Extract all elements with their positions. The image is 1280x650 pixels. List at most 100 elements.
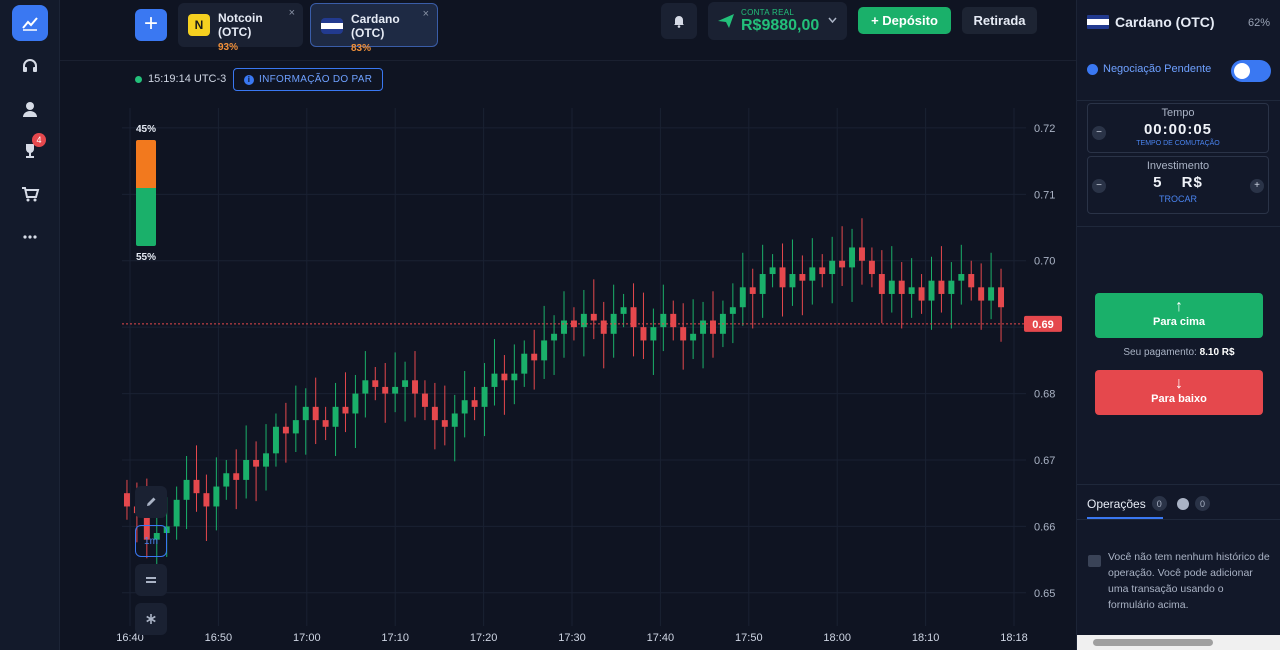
- pair-info-button[interactable]: i INFORMAÇÃO DO PAR: [233, 68, 384, 91]
- candle-body: [988, 287, 995, 301]
- candle-body: [272, 426, 279, 454]
- withdraw-button[interactable]: Retirada: [962, 7, 1037, 34]
- time-minus-button[interactable]: −: [1092, 126, 1106, 140]
- candle-body: [908, 287, 915, 294]
- timeframe-button[interactable]: 1m: [135, 525, 167, 557]
- x-tick-label: 17:50: [735, 632, 763, 644]
- y-tick-label: 0.72: [1034, 123, 1055, 135]
- y-tick-label: 0.67: [1034, 455, 1055, 467]
- x-tick-label: 18:00: [823, 632, 851, 644]
- sentiment-up-fill: [136, 140, 156, 188]
- account-balance: R$9880,00: [741, 17, 820, 34]
- sentiment-up-pct: 45%: [135, 124, 156, 135]
- equals-icon: [146, 577, 156, 583]
- candle-body: [700, 320, 707, 334]
- candle-body: [630, 307, 637, 328]
- support-nav-button[interactable]: [12, 48, 48, 84]
- y-tick-label: 0.70: [1034, 256, 1055, 268]
- shop-nav-button[interactable]: [12, 176, 48, 212]
- candle-body: [471, 400, 478, 407]
- tab-cardano[interactable]: Cardano (OTC) 83% ×: [310, 3, 438, 54]
- trader-sentiment: 45% 55%: [135, 124, 157, 263]
- candle-body: [511, 373, 518, 381]
- x-tick-label: 17:00: [293, 632, 321, 644]
- divider: [1077, 100, 1280, 101]
- pending-trade-toggle[interactable]: [1231, 60, 1271, 82]
- indicators-button[interactable]: [135, 603, 167, 635]
- achievements-nav-button[interactable]: 4: [12, 133, 48, 169]
- candle-body: [690, 333, 697, 341]
- empty-history-message: Você não tem nenhum histórico de operaçã…: [1108, 551, 1270, 611]
- time-value[interactable]: 00:00:05: [1143, 121, 1213, 138]
- candle-body: [779, 267, 786, 288]
- tab-payout: 83%: [351, 43, 372, 54]
- candle-body: [789, 274, 796, 288]
- horizontal-scrollbar[interactable]: [1077, 635, 1280, 650]
- tab-payout: 93%: [218, 42, 239, 53]
- investment-minus-button[interactable]: −: [1092, 179, 1106, 193]
- more-nav-button[interactable]: [12, 219, 48, 255]
- switch-currency-button[interactable]: TROCAR: [1159, 194, 1197, 204]
- chart-nav-button[interactable]: [12, 5, 48, 41]
- buy-up-button[interactable]: ↑ Para cima: [1095, 293, 1263, 338]
- sentiment-down-pct: 55%: [135, 252, 156, 263]
- x-tick-label: 18:10: [912, 632, 940, 644]
- chart-area[interactable]: 0.72 0.71 0.70 0.69 0.68 0.67 0.66 0.65 16:40 16:…: [60, 60, 1076, 650]
- candle-body: [620, 307, 627, 314]
- trade-panel: Cardano (OTC) 62% Negociação Pendente − …: [1076, 0, 1280, 650]
- close-tab-icon[interactable]: ×: [422, 8, 429, 20]
- paper-plane-icon: [718, 14, 734, 28]
- candle-body: [551, 333, 558, 341]
- operations-count: 0: [1151, 496, 1167, 511]
- x-tick-label: 17:10: [381, 632, 409, 644]
- tab-operations[interactable]: Operações 0: [1087, 496, 1167, 511]
- user-icon: [23, 102, 37, 117]
- cardano-flag-icon: [321, 18, 343, 34]
- investment-amount[interactable]: 5 R$: [1088, 174, 1268, 191]
- candle-body: [282, 426, 289, 434]
- y-tick-label: 0.71: [1034, 189, 1055, 201]
- chart-type-button[interactable]: [135, 564, 167, 596]
- candle-body: [253, 459, 260, 467]
- active-tab-indicator: [1087, 517, 1163, 519]
- tab-notcoin[interactable]: N Notcoin (OTC) 93% ×: [178, 3, 303, 53]
- candle-body: [670, 313, 677, 328]
- deposit-button[interactable]: + Depósito: [858, 7, 951, 34]
- candle-body: [729, 307, 736, 314]
- add-asset-button[interactable]: +: [135, 9, 167, 41]
- candle-body: [849, 247, 856, 268]
- candle-body: [312, 406, 319, 421]
- candle-body: [759, 274, 766, 294]
- pending-label: Negociação Pendente: [1103, 63, 1212, 75]
- draw-tool-button[interactable]: [135, 486, 167, 518]
- profile-nav-button[interactable]: [12, 91, 48, 127]
- chart-icon: [22, 17, 38, 31]
- account-selector[interactable]: CONTA REAL R$9880,00: [708, 2, 847, 40]
- candle-body: [839, 260, 846, 268]
- candle-body: [521, 353, 528, 374]
- candle-body: [541, 340, 548, 361]
- investment-box[interactable]: − + Investimento 5 R$ TROCAR: [1087, 156, 1269, 214]
- candle-body: [143, 513, 150, 540]
- time-box[interactable]: − Tempo 00:00:05 TEMPO DE COMUTAÇÃO: [1087, 103, 1269, 153]
- tab-history[interactable]: 0: [1177, 496, 1210, 511]
- close-tab-icon[interactable]: ×: [288, 7, 295, 19]
- divider: [1077, 519, 1280, 520]
- candle-body: [978, 287, 985, 301]
- asset-name: Cardano (OTC): [1115, 14, 1215, 30]
- clock-icon: [1177, 497, 1189, 510]
- time-switch-label[interactable]: TEMPO DE COMUTAÇÃO: [1136, 140, 1220, 147]
- price-chart[interactable]: 0.72 0.71 0.70 0.69 0.68 0.67 0.66 0.65 16:40 16:…: [60, 61, 1076, 650]
- toggle-knob: [1234, 63, 1250, 79]
- scrollbar-thumb[interactable]: [1093, 639, 1213, 646]
- candle-body: [412, 380, 418, 394]
- candle-body: [332, 406, 339, 427]
- info-icon: i: [244, 74, 254, 85]
- sell-down-button[interactable]: ↓ Para baixo: [1095, 370, 1263, 415]
- investment-plus-button[interactable]: +: [1250, 179, 1264, 193]
- candle-body: [938, 280, 945, 294]
- headset-icon: [23, 59, 37, 72]
- down-label: Para baixo: [1151, 393, 1207, 405]
- notifications-button[interactable]: [661, 3, 697, 39]
- candle-body: [660, 313, 667, 328]
